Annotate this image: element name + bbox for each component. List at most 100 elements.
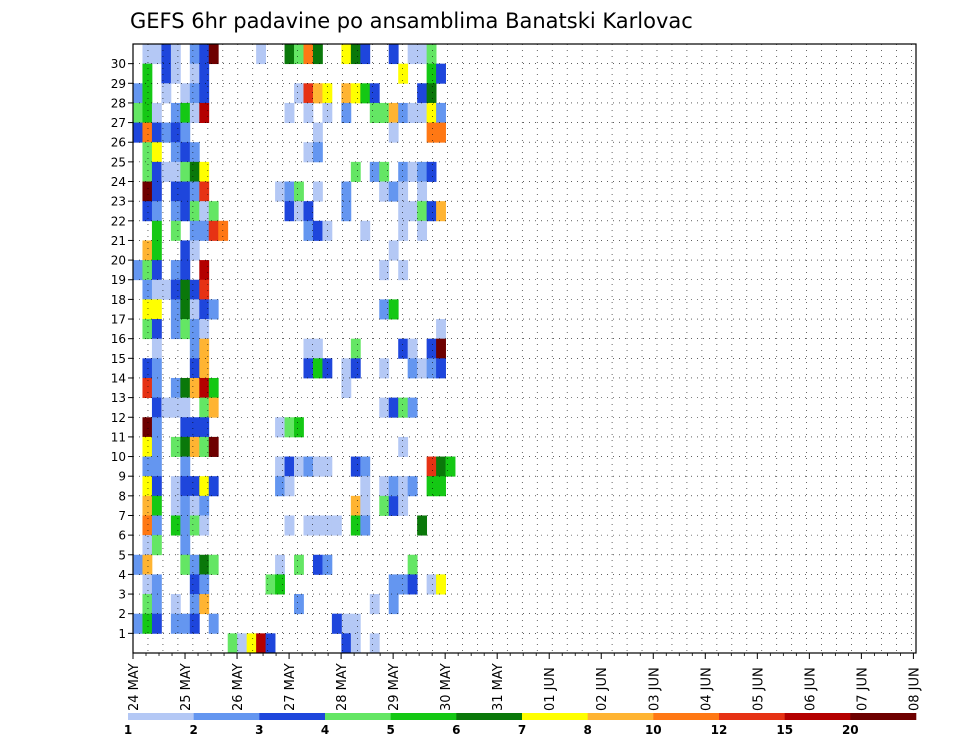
heatmap-cell [407,574,418,595]
y-tick-label: 4 [118,568,126,582]
heatmap-cell [426,476,437,497]
heatmap-cell [189,44,200,65]
heatmap-cell [170,515,181,536]
heatmap-cell [142,83,153,104]
heatmap-cell [180,181,191,202]
heatmap-cell [218,220,229,241]
heatmap-cell [189,594,200,615]
heatmap-cell [294,201,304,222]
colorbar-tick-label: 5 [387,723,395,737]
heatmap-cell [142,436,153,457]
heatmap-cell [284,456,295,477]
heatmap-cell [303,142,314,163]
heatmap-cell [142,594,153,615]
heatmap-cell [303,201,314,222]
y-tick-label: 1 [118,627,126,641]
chart-title: GEFS 6hr padavine po ansamblima Banatski… [130,9,693,33]
heatmap-cell [208,476,219,497]
x-tick-label: 30 MAY [439,663,454,711]
heatmap-cell [303,515,314,536]
heatmap-cell [151,220,162,241]
x-tick-label: 05 JUN [751,667,766,711]
heatmap-cell [360,515,371,536]
y-tick-label: 24 [111,175,126,189]
heatmap-cell [142,63,153,84]
heatmap-cell [151,594,162,615]
heatmap-cell [426,456,437,477]
colorbar-tick-label: 6 [452,723,460,737]
colorbar: 1 2 3 4 5 6 7 8 10 12 15 20 [124,713,917,737]
grid-lines [133,44,916,653]
heatmap-cell [275,554,285,575]
heatmap-cell [199,161,210,182]
heatmap-cell [436,476,446,497]
heatmap-cell [436,63,446,84]
heatmap-cell [398,397,409,418]
heatmap-cell [180,260,191,281]
heatmap-cell [189,495,200,516]
heatmap-cell [151,161,162,182]
colorbar-tick-label: 4 [321,723,329,737]
heatmap-cell [199,554,210,575]
heatmap-cell [189,201,200,222]
y-tick-label: 5 [118,548,126,562]
heatmap-cell [312,515,323,536]
heatmap-cell [142,201,153,222]
colorbar-tick-label: 10 [645,723,662,737]
heatmap-cell [170,260,181,281]
heatmap-cell [426,161,437,182]
heatmap-cell [208,44,219,65]
heatmap-cell [142,495,153,516]
heatmap-cell [341,201,352,222]
heatmap-cell [151,436,162,457]
heatmap-cell [208,220,219,241]
heatmap-cell [303,358,314,379]
heatmap-cell [417,161,428,182]
heatmap-cell [189,613,200,634]
heatmap-cell [151,142,162,163]
heatmap-cell [417,83,428,104]
heatmap-cell [142,535,153,556]
heatmap-cell [388,44,399,65]
heatmap-cell [151,260,162,281]
heatmap-cell [294,456,304,477]
heatmap-cell [312,220,323,241]
heatmap-cell [170,181,181,202]
heatmap-cell [199,181,210,202]
heatmap-cell [161,161,172,182]
y-tick-label: 7 [118,509,126,523]
heatmap-cell [142,613,153,634]
heatmap-cell [341,377,352,399]
heatmap-cell [142,358,153,379]
heatmap-cell [407,476,418,497]
colorbar-tick-label: 15 [776,723,793,737]
heatmap-cell [133,102,143,123]
heatmap-cell [208,554,219,575]
heatmap-cell [151,515,162,536]
heatmap-cell [180,377,191,399]
heatmap-cell [199,495,210,516]
colorbar-swatch [325,713,391,720]
heatmap-cell [426,338,437,359]
colorbar-swatch [850,713,917,720]
heatmap-cell [407,554,418,575]
y-tick-label: 19 [111,273,126,287]
heatmap-cell [170,122,181,143]
heatmap-cell [379,397,390,418]
heatmap-cell [199,63,210,84]
heatmap-cell [426,44,437,65]
heatmap-cell [180,83,191,104]
heatmap-cell [161,279,172,300]
heatmap-cell [151,495,162,516]
heatmap-cell [189,436,200,457]
heatmap-cell [417,358,428,379]
heatmap-cell [341,44,352,65]
heatmap-cell [379,476,390,497]
heatmap-cell [426,122,437,143]
heatmap-cell [369,633,380,654]
heatmap-cell [151,319,162,340]
heatmap-cell [284,476,295,497]
heatmap-cell [407,397,418,418]
x-tick-label: 29 MAY [387,663,402,711]
heatmap-cell [133,554,143,575]
